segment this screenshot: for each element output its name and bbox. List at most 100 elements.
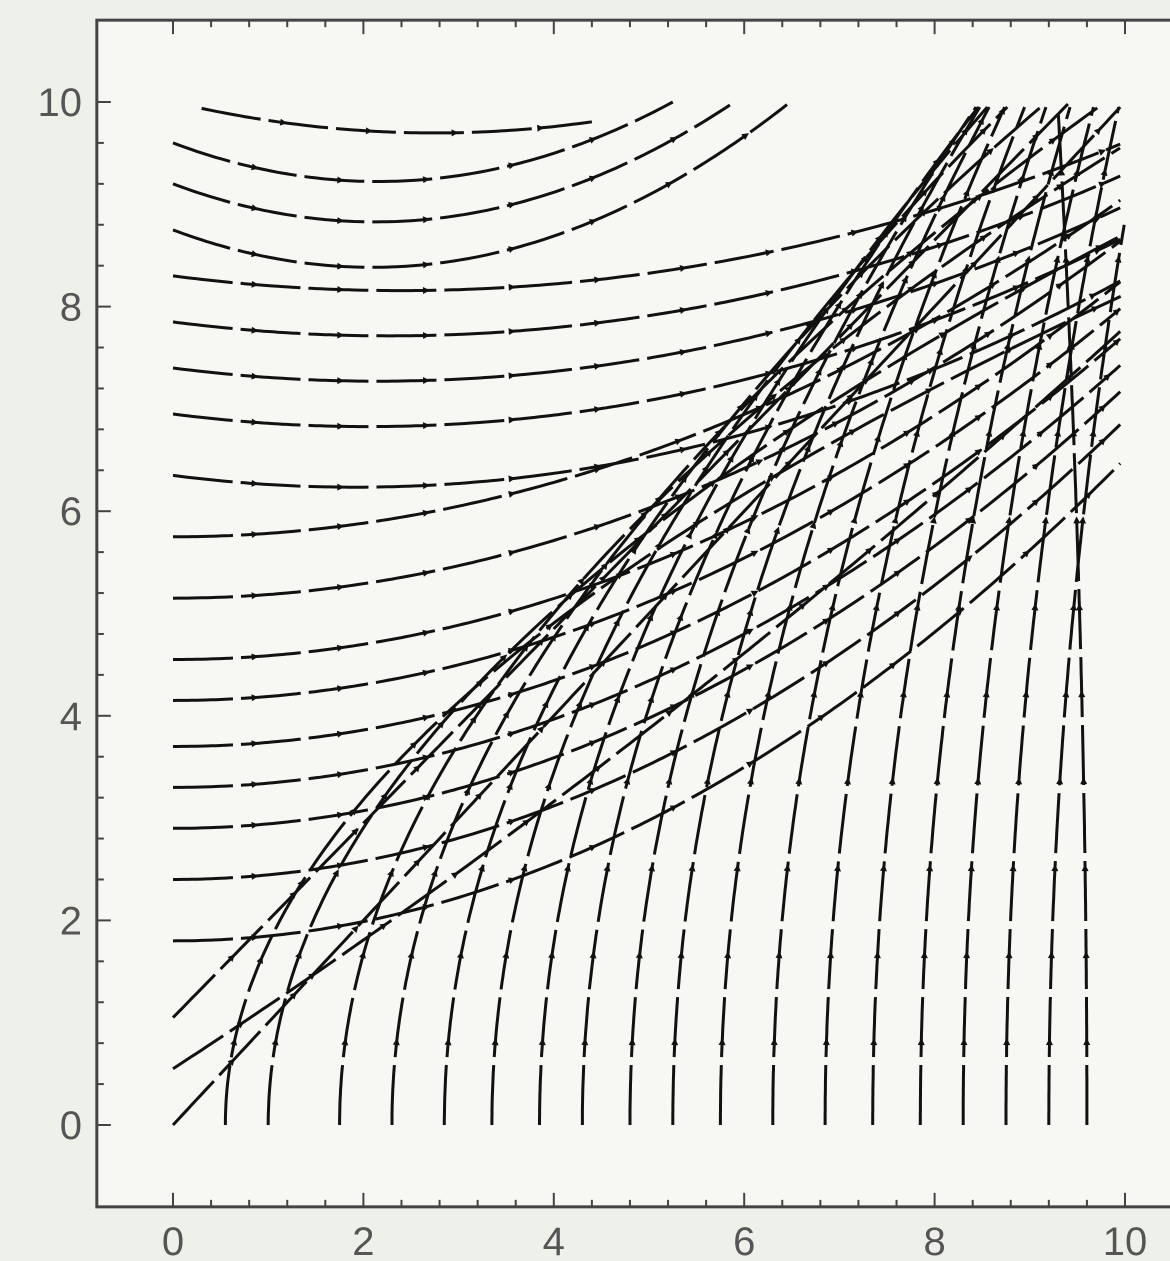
streamline-arrowhead bbox=[1003, 342, 1011, 351]
streamline-arrowhead bbox=[508, 647, 516, 655]
streamline-arrowhead bbox=[256, 956, 263, 965]
streamline-arrowhead bbox=[337, 217, 345, 225]
streamline-arrowhead bbox=[841, 306, 849, 314]
streamline-arrowhead bbox=[654, 495, 662, 504]
streamline-arrowhead bbox=[969, 342, 977, 351]
streamline-arrowhead bbox=[750, 515, 759, 522]
streamline-arrowhead bbox=[1098, 438, 1106, 446]
streamline-arrowhead bbox=[961, 265, 969, 274]
streamline-arrowhead bbox=[1031, 603, 1039, 611]
streamline-arrowhead bbox=[1073, 168, 1081, 177]
streamline-arrowhead bbox=[930, 270, 937, 279]
streamline-arrowhead bbox=[646, 613, 653, 622]
streamline-arrowhead bbox=[755, 405, 764, 413]
streamline-arrowhead bbox=[1081, 864, 1089, 872]
x-tick-label: 4 bbox=[543, 1220, 565, 1261]
streamline-arrowhead bbox=[588, 137, 597, 144]
streamline-arrowhead bbox=[899, 690, 907, 698]
streamline-arrowhead bbox=[589, 951, 597, 959]
streamline-arrowhead bbox=[1079, 516, 1086, 524]
streamline-arrowhead bbox=[251, 530, 259, 538]
streamline-arrowhead bbox=[989, 183, 997, 192]
streamline-arrowhead bbox=[850, 345, 859, 353]
streamline-arrowhead bbox=[588, 219, 597, 226]
streamline-arrowhead bbox=[336, 862, 345, 870]
streamline-arrowhead bbox=[1090, 306, 1099, 313]
streamline-arrowhead bbox=[586, 777, 594, 785]
streamline-arrowhead bbox=[1080, 777, 1088, 785]
streamline-arrowhead bbox=[713, 608, 721, 617]
streamline-arrowhead bbox=[692, 521, 701, 529]
streamline-arrowhead bbox=[456, 951, 464, 959]
streamline-arrowhead bbox=[834, 301, 842, 310]
streamline-arrowhead bbox=[985, 429, 993, 437]
streamline-arrowhead bbox=[600, 562, 608, 571]
streamline bbox=[173, 364, 1122, 789]
streamline-arrowhead bbox=[336, 583, 345, 591]
streamline-arrowhead bbox=[936, 242, 945, 250]
streamline bbox=[172, 279, 1121, 489]
streamline-arrowhead bbox=[809, 521, 817, 530]
streamline-arrowhead bbox=[733, 864, 741, 872]
streamline-arrowhead bbox=[1031, 133, 1040, 141]
streamline-arrowhead bbox=[817, 714, 826, 722]
streamline-arrowhead bbox=[1088, 293, 1097, 301]
streamline-arrowhead bbox=[680, 475, 688, 484]
streamline-arrowhead bbox=[932, 158, 940, 166]
streamline-arrowhead bbox=[938, 194, 946, 202]
streamline-arrowhead bbox=[422, 569, 431, 577]
streamline-arrowhead bbox=[379, 923, 388, 931]
streamline-arrowhead bbox=[669, 136, 678, 144]
streamline-arrowhead bbox=[409, 741, 418, 749]
streamline-arrowhead bbox=[750, 550, 759, 558]
streamline-arrowhead bbox=[765, 289, 773, 297]
streamline-arrowhead bbox=[1083, 255, 1091, 263]
streamline-arrowhead bbox=[422, 482, 431, 490]
streamline-arrowhead bbox=[548, 951, 556, 959]
streamline-arrowhead bbox=[422, 754, 431, 762]
x-tick-label: 8 bbox=[923, 1220, 945, 1261]
streamline-arrowhead bbox=[669, 667, 678, 674]
streamline bbox=[172, 103, 788, 269]
streamline-arrowhead bbox=[603, 864, 611, 872]
streamline-arrowhead bbox=[598, 659, 607, 668]
streamline-arrowhead bbox=[731, 657, 740, 665]
streamline-arrowhead bbox=[508, 246, 516, 253]
streamline-arrowhead bbox=[805, 321, 813, 330]
streamline-arrowhead bbox=[450, 872, 459, 879]
streamline-arrowhead bbox=[613, 695, 621, 704]
streamline-arrowhead bbox=[850, 229, 859, 237]
streamline-arrowhead bbox=[1019, 286, 1028, 293]
streamline-arrowhead bbox=[1041, 516, 1049, 524]
streamline-arrowhead bbox=[669, 551, 678, 559]
streamline-arrowhead bbox=[623, 777, 631, 785]
streamline-arrowhead bbox=[919, 209, 927, 217]
streamline-arrowhead bbox=[1073, 516, 1081, 524]
streamline-arrowhead bbox=[1022, 690, 1030, 698]
streamline-arrowhead bbox=[1017, 214, 1026, 221]
streamline-arrowhead bbox=[846, 322, 854, 331]
streamline-arrowhead bbox=[407, 951, 415, 959]
streamline-arrowhead bbox=[1056, 183, 1064, 191]
streamline bbox=[172, 307, 1122, 702]
streamline-arrowhead bbox=[998, 107, 1005, 115]
streamline-arrowhead bbox=[1058, 168, 1066, 176]
streamline-arrowhead bbox=[974, 414, 983, 422]
streamline-arrowhead bbox=[874, 234, 882, 243]
streamline-arrowhead bbox=[974, 777, 982, 785]
streamline-arrowhead bbox=[679, 307, 688, 314]
streamline-arrowhead bbox=[337, 483, 345, 491]
streamline-arrowhead bbox=[251, 418, 259, 426]
streamline-arrowhead bbox=[861, 378, 870, 385]
streamline-arrowhead bbox=[251, 592, 259, 600]
x-tick-label: 6 bbox=[733, 1220, 755, 1261]
streamline-arrowhead bbox=[723, 690, 731, 698]
streamline-arrowhead bbox=[724, 951, 732, 959]
streamline-arrowhead bbox=[594, 276, 602, 284]
streamline-arrowhead bbox=[722, 526, 730, 535]
streamline-arrowhead bbox=[745, 628, 754, 636]
streamline-arrowhead bbox=[351, 828, 359, 836]
streamline-arrowhead bbox=[903, 430, 911, 438]
streamline-arrowhead bbox=[891, 516, 899, 524]
